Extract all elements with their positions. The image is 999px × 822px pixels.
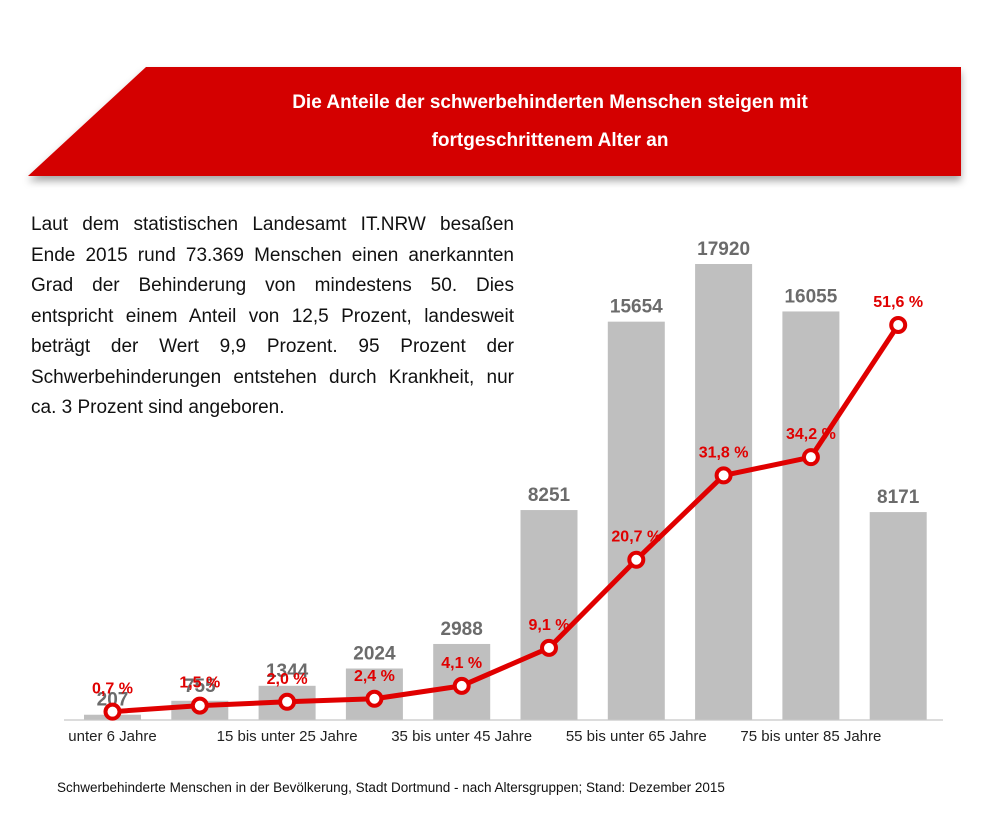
category-label: unter 6 Jahre bbox=[68, 728, 156, 745]
chart-title-line-1: Die Anteile der schwerbehinderten Mensch… bbox=[292, 92, 808, 113]
percent-line bbox=[110, 322, 901, 715]
percent-label: 2,4 % bbox=[354, 668, 395, 685]
percent-marker bbox=[365, 689, 384, 708]
percent-label: 9,1 % bbox=[529, 617, 570, 634]
intro-paragraph: Laut dem statistischen Landesamt IT.NRW … bbox=[31, 214, 514, 418]
bar-value-label: 17920 bbox=[697, 239, 750, 260]
bar-value-label: 1344 bbox=[266, 661, 309, 682]
percent-marker bbox=[278, 692, 297, 711]
percent-label: 2,0 % bbox=[267, 671, 308, 688]
category-label: 75 bis unter 85 Jahre bbox=[740, 728, 881, 745]
chart-title: Die Anteile der schwerbehinderten Mensch… bbox=[140, 84, 960, 160]
percent-label: 34,2 % bbox=[786, 426, 836, 443]
percent-label: 0,7 % bbox=[92, 681, 133, 698]
percent-marker bbox=[801, 448, 820, 467]
chart-title-line-2: fortgeschrittenem Alter an bbox=[431, 130, 669, 151]
percent-marker bbox=[540, 638, 558, 657]
percent-marker bbox=[627, 550, 646, 569]
percent-label: 4,1 % bbox=[441, 655, 482, 672]
bar bbox=[782, 311, 840, 720]
percent-marker bbox=[714, 466, 733, 485]
bar-value-label: 207 bbox=[97, 690, 129, 711]
percent-marker bbox=[190, 696, 209, 715]
percent-marker bbox=[103, 702, 122, 721]
percent-marker bbox=[889, 316, 908, 334]
category-label: 55 bis unter 65 Jahre bbox=[566, 728, 707, 745]
percent-label: 51,6 % bbox=[873, 294, 923, 311]
bar bbox=[869, 512, 927, 720]
title-banner bbox=[28, 67, 961, 176]
source-note: Schwerbehinderte Menschen in der Bevölke… bbox=[57, 780, 725, 795]
percent-label: 31,8 % bbox=[699, 444, 749, 461]
percent-label: 20,7 % bbox=[611, 529, 661, 546]
bar bbox=[520, 510, 578, 720]
bar-value-label: 16055 bbox=[784, 286, 837, 307]
bar-value-label: 8171 bbox=[877, 487, 920, 508]
bar-value-label: 8251 bbox=[528, 485, 571, 506]
category-label: 15 bis unter 25 Jahre bbox=[217, 728, 358, 745]
percent-marker bbox=[452, 676, 471, 695]
bar-value-label: 2024 bbox=[353, 643, 396, 664]
bar-value-label: 2988 bbox=[441, 619, 483, 640]
bar-value-label: 755 bbox=[184, 676, 216, 697]
bar bbox=[607, 321, 665, 720]
title-banner-shape bbox=[28, 67, 961, 176]
category-label: 35 bis unter 45 Jahre bbox=[391, 728, 532, 745]
bar-value-label: 15654 bbox=[610, 297, 663, 318]
percent-label: 1,5 % bbox=[179, 675, 220, 692]
